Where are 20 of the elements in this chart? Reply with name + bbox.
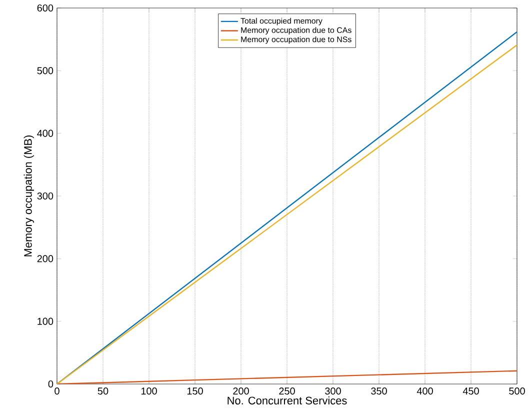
x-tick-label: 450 xyxy=(462,388,479,395)
y-tick-label: 400 xyxy=(37,130,54,137)
x-tick-label: 50 xyxy=(98,388,108,395)
y-tick-label: 0 xyxy=(48,380,54,388)
y-axis-title: Memory occupation (MB) xyxy=(24,135,34,256)
x-tick-label: 100 xyxy=(141,388,157,395)
x-tick-label: 150 xyxy=(187,388,203,395)
x-tick-label: 0 xyxy=(54,388,60,395)
y-tick-label: 100 xyxy=(38,318,54,325)
x-tick-label: 200 xyxy=(233,388,249,395)
x-tick-label: 400 xyxy=(416,388,433,395)
x-tick-label: 500 xyxy=(509,388,525,395)
x-tick-label: 300 xyxy=(325,388,341,395)
x-tick-label: 250 xyxy=(279,388,295,395)
y-tick-label: 600 xyxy=(37,4,54,12)
x-tick-label: 350 xyxy=(371,388,387,395)
y-tick-label: 200 xyxy=(37,255,54,262)
y-tick-label: 500 xyxy=(37,67,54,74)
y-tick-label: 300 xyxy=(37,192,54,200)
x-axis-title: No. Concurrent Services xyxy=(228,396,347,404)
